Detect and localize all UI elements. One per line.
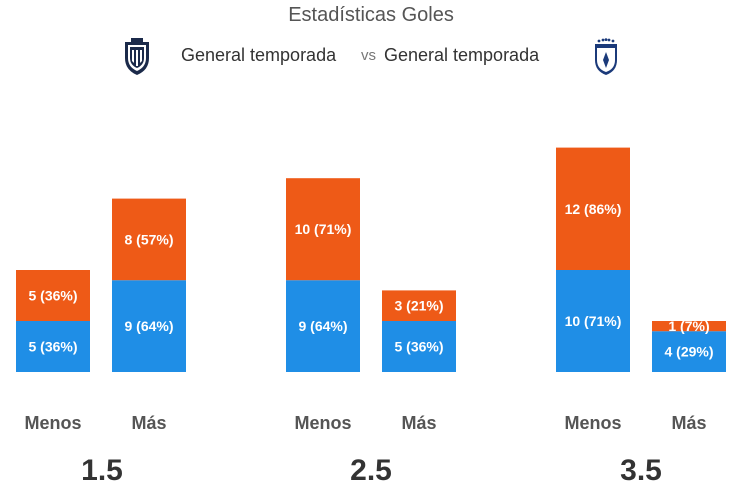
data-label-home: 9 (64%) (298, 318, 347, 334)
bar-home (286, 280, 360, 372)
chart-title: Estadísticas Goles (288, 4, 454, 26)
data-label-home: 10 (71%) (565, 313, 622, 329)
data-label-away: 3 (21%) (394, 298, 443, 314)
threshold-label: 3.5 (620, 454, 662, 487)
bar-away (556, 147, 630, 270)
tick-label: Menos (24, 413, 81, 433)
data-label-away: 8 (57%) (124, 231, 173, 247)
tick-label: Más (131, 413, 166, 433)
data-label-home: 4 (29%) (664, 344, 713, 360)
bar-away (16, 270, 90, 321)
bar-away (112, 198, 186, 281)
bar-away (652, 321, 726, 332)
threshold-label: 1.5 (81, 454, 123, 487)
bar-home (556, 270, 630, 372)
home-team-label: General temporada (181, 45, 337, 65)
away-team-label: General temporada (384, 45, 540, 65)
data-label-home: 9 (64%) (124, 318, 173, 334)
bar-home (652, 331, 726, 372)
bar-home (112, 280, 186, 372)
teams-header: General temporada vs General temporada (0, 36, 742, 76)
pachuca-crest-icon (595, 38, 617, 75)
threshold-label: 2.5 (350, 454, 392, 487)
monterrey-crest-icon (125, 38, 149, 75)
bar-home (382, 321, 456, 372)
tick-label: Más (671, 413, 706, 433)
data-label-away: 5 (36%) (28, 288, 77, 304)
data-label-home: 5 (36%) (394, 339, 443, 355)
tick-label: Más (401, 413, 436, 433)
data-label-away: 12 (86%) (565, 201, 622, 217)
bar-away (286, 178, 360, 281)
bar-away (382, 290, 456, 321)
vs-label: vs (361, 47, 376, 64)
bar-home (16, 321, 90, 372)
data-label-home: 5 (36%) (28, 339, 77, 355)
data-label-away: 1 (7%) (668, 318, 709, 334)
tick-label: Menos (294, 413, 351, 433)
data-label-away: 10 (71%) (295, 221, 352, 237)
tick-label: Menos (564, 413, 621, 433)
